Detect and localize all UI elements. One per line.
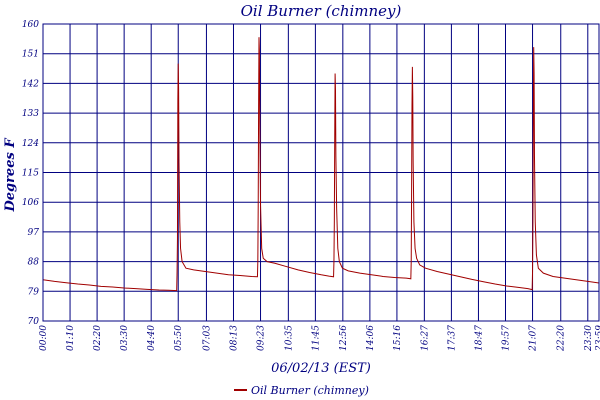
x-tick-label: 21:07 xyxy=(529,325,539,352)
x-tick-label: 15:16 xyxy=(393,325,403,351)
x-tick-label: 11:45 xyxy=(311,325,321,351)
x-tick-label: 03:30 xyxy=(120,325,130,351)
legend: Oil Burner (chimney) xyxy=(234,384,369,397)
x-tick-label: 19:57 xyxy=(501,325,511,351)
y-tick-label: 124 xyxy=(22,139,39,149)
x-tick-label: 17:37 xyxy=(447,325,457,351)
series-lines xyxy=(42,37,600,292)
chart-title: Oil Burner (chimney) xyxy=(241,2,402,20)
y-tick-label: 142 xyxy=(22,79,39,89)
x-tick-label: 04:40 xyxy=(147,325,157,351)
x-tick-label: 07:03 xyxy=(202,325,212,351)
x-tick-label: 23:30 xyxy=(584,325,594,352)
grid xyxy=(42,23,600,322)
y-tick-label: 88 xyxy=(28,258,40,268)
x-tick-label: 05:50 xyxy=(174,325,184,351)
x-tick-label: 10:35 xyxy=(284,325,294,351)
x-tick-label: 02:20 xyxy=(93,325,103,351)
x-tick-labels: 00:00 01:10 02:20 03:30 04:40 05:50 07:03 08:13… xyxy=(39,325,600,352)
x-tick-label: 14:06 xyxy=(366,325,376,351)
y-tick-label: 97 xyxy=(28,228,40,238)
y-axis-label: Degrees F xyxy=(3,138,18,213)
x-tick-label: 23:59 xyxy=(595,325,600,352)
x-tick-label: 12:56 xyxy=(339,325,349,351)
y-tick-label: 70 xyxy=(28,317,40,327)
legend-label: Oil Burner (chimney) xyxy=(251,384,369,397)
series-line-oil-burner xyxy=(42,37,600,292)
y-tick-label: 160 xyxy=(22,20,39,30)
x-axis-label: 06/02/13 (EST) xyxy=(271,361,371,376)
x-tick-label: 18:47 xyxy=(474,325,484,351)
x-tick-label: 09:23 xyxy=(257,325,267,351)
y-tick-label: 115 xyxy=(22,169,39,179)
x-tick-label: 01:10 xyxy=(66,325,76,351)
y-tick-label: 79 xyxy=(28,287,40,297)
y-tick-label: 106 xyxy=(22,198,39,208)
x-tick-label: 00:00 xyxy=(39,325,49,351)
x-tick-label: 16:27 xyxy=(420,325,430,351)
y-tick-label: 151 xyxy=(22,50,39,60)
plot-frame xyxy=(42,23,600,322)
y-tick-label: 133 xyxy=(22,109,39,119)
y-tick-labels: 70 79 88 97 106 115 124 133 142 151 160 xyxy=(22,20,39,327)
x-tick-label: 08:13 xyxy=(229,325,239,351)
x-tick-label: 22:20 xyxy=(557,325,567,352)
